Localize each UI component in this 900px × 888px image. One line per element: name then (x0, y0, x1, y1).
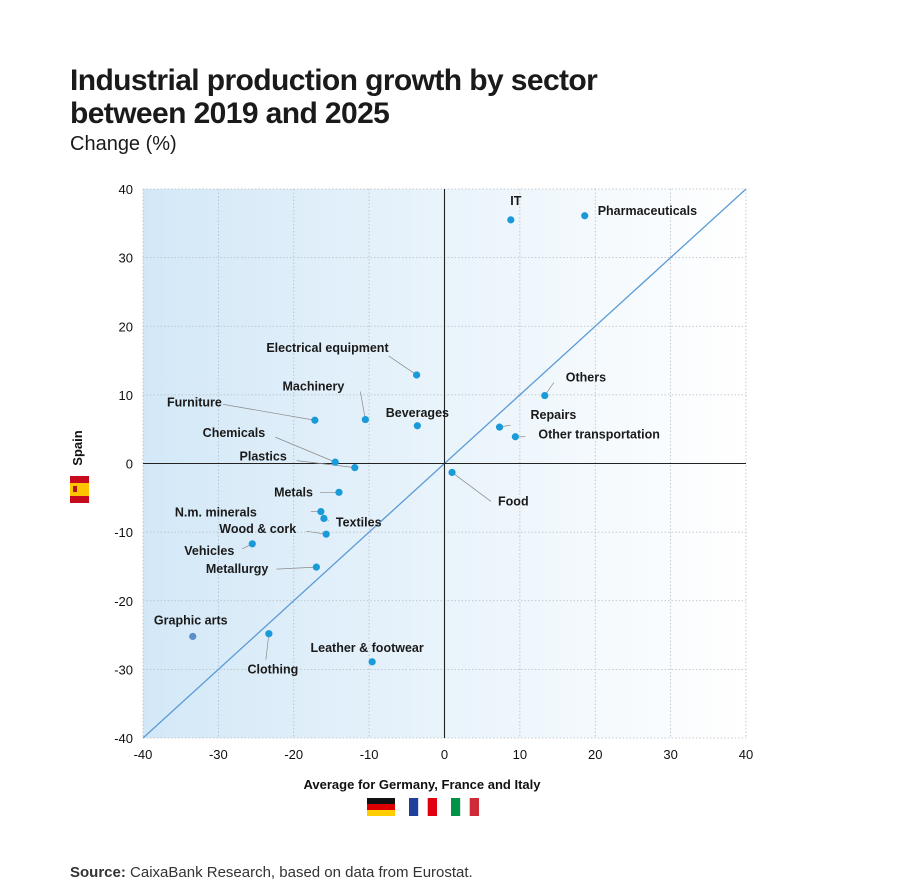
source-label: Source: (70, 864, 126, 881)
point-label: Textiles (336, 515, 382, 529)
data-point-beverages (413, 422, 421, 430)
data-point-furniture (311, 416, 319, 424)
data-point-textiles (320, 514, 328, 523)
point-label: Electrical equipment (266, 341, 389, 355)
data-point-clothing (265, 630, 273, 638)
data-point-plastics (351, 464, 359, 472)
germany-flag-icon (367, 798, 395, 816)
point-label: Repairs (531, 408, 577, 422)
leader-line (296, 460, 355, 468)
y-tick-label: 30 (119, 251, 133, 266)
data-point-metals (335, 488, 343, 496)
point-label: IT (510, 194, 521, 208)
x-tick-label: 30 (663, 747, 677, 762)
point-label: Graphic arts (154, 613, 228, 627)
data-point-repairs (495, 423, 504, 431)
point-label: Leather & footwear (311, 641, 424, 655)
france-flag-icon (409, 798, 437, 816)
leader-line (388, 355, 417, 376)
x-tick-label: -40 (134, 747, 153, 762)
data-point-vehicles (248, 540, 256, 548)
source-text: CaixaBank Research, based on data from E… (125, 864, 473, 881)
y-tick-label: 20 (119, 319, 133, 334)
point-label: Pharmaceuticals (598, 204, 697, 218)
leader-line (276, 566, 317, 570)
data-point-electrical-equipment (413, 371, 421, 379)
point-label: Vehicles (184, 544, 234, 558)
data-point-graphic-arts (189, 632, 197, 641)
x-tick-label: 40 (739, 747, 753, 762)
data-point-machinery (361, 415, 369, 424)
data-point-other-transportation (511, 433, 519, 441)
y-tick-label: -10 (114, 525, 133, 540)
y-tick-label: -30 (114, 662, 133, 677)
point-label: Clothing (248, 663, 299, 677)
point-label: Chemicals (203, 426, 266, 440)
data-point-metallurgy (312, 563, 320, 571)
data-point-n-m-minerals (317, 507, 325, 516)
y-tick-label: 10 (119, 388, 133, 403)
x-tick-label: 20 (588, 747, 602, 762)
leader-line (265, 633, 270, 660)
x-tick-label: -20 (284, 747, 303, 762)
x-tick-label: -30 (209, 747, 228, 762)
zero-lines (143, 189, 746, 738)
point-label: Metallurgy (206, 562, 269, 576)
leader-line (275, 436, 336, 463)
leader-line (222, 403, 315, 421)
point-label: Machinery (283, 380, 345, 394)
point-label: Other transportation (538, 428, 660, 442)
data-point-food (448, 468, 456, 477)
x-tick-label: 10 (513, 747, 527, 762)
point-label: Beverages (386, 406, 449, 420)
data-point-leather-footwear (368, 658, 376, 666)
x-tick-label: 0 (441, 747, 448, 762)
source-note: Source: CaixaBank Research, based on dat… (70, 864, 473, 881)
point-label: Plastics (240, 450, 287, 464)
leader-line (451, 472, 492, 502)
scatter-chart: -40 -30 -20 -10 0 10 20 30 40 -40 -30 -20 -10 0 10 20 30… (70, 182, 753, 816)
data-point-chemicals (331, 458, 339, 466)
axis-ticks: -40 -30 -20 -10 0 10 20 30 40 -40 -30 -20 -10 0 10 20 30… (114, 182, 753, 762)
y-axis-label: Spain (70, 430, 85, 465)
chart-subtitle: Change (%) (70, 133, 177, 155)
chart-title: Industrial production growth by sector b… (70, 64, 598, 130)
data-point-it (507, 216, 515, 224)
data-point-others (541, 391, 549, 400)
data-point-wood-cork (322, 530, 330, 538)
spain-flag-icon (70, 476, 89, 503)
point-label: Wood & cork (219, 522, 296, 536)
y-tick-label: -40 (114, 731, 133, 746)
y-tick-label: 0 (126, 457, 133, 472)
y-tick-label: 40 (119, 182, 133, 197)
data-point-pharmaceuticals (581, 212, 589, 220)
x-axis-label: Average for Germany, France and Italy (304, 777, 542, 792)
point-label: Others (566, 371, 606, 385)
point-labels: IT Pharmaceuticals Electrical equipment Mac… (154, 194, 697, 677)
data-points (189, 212, 589, 666)
point-label: Metals (274, 485, 313, 499)
point-label: Furniture (167, 395, 222, 409)
point-label: N.m. minerals (175, 506, 257, 520)
italy-flag-icon (451, 798, 479, 816)
leader-line (360, 391, 366, 420)
point-label: Food (498, 494, 529, 508)
y-tick-label: -20 (114, 594, 133, 609)
x-tick-label: -10 (360, 747, 379, 762)
